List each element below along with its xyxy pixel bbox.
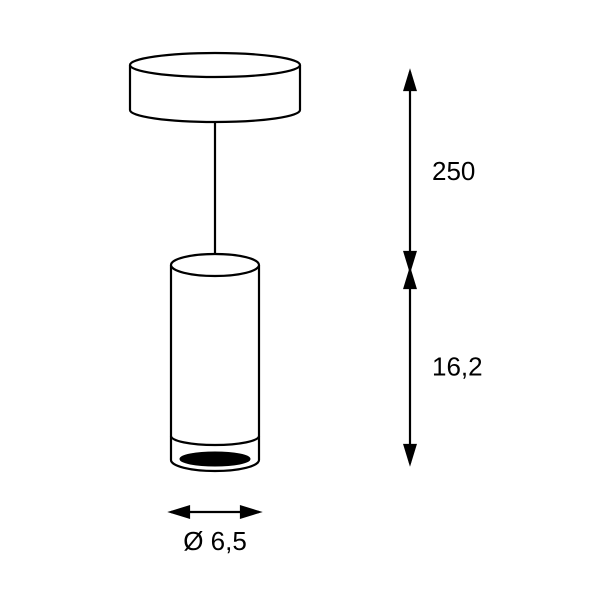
pendant-luminaire-diagram: 250 16,2 Ø 6,5 [0,0,600,600]
diameter-label: Ø 6,5 [183,526,247,556]
ceiling-canopy [130,53,300,122]
diameter-dimension [171,507,259,518]
lamp-body [171,254,259,471]
cable-length-label: 250 [432,156,475,186]
vertical-dimension [405,72,416,463]
lens-opening [180,452,250,466]
body-height-label: 16,2 [432,352,483,382]
